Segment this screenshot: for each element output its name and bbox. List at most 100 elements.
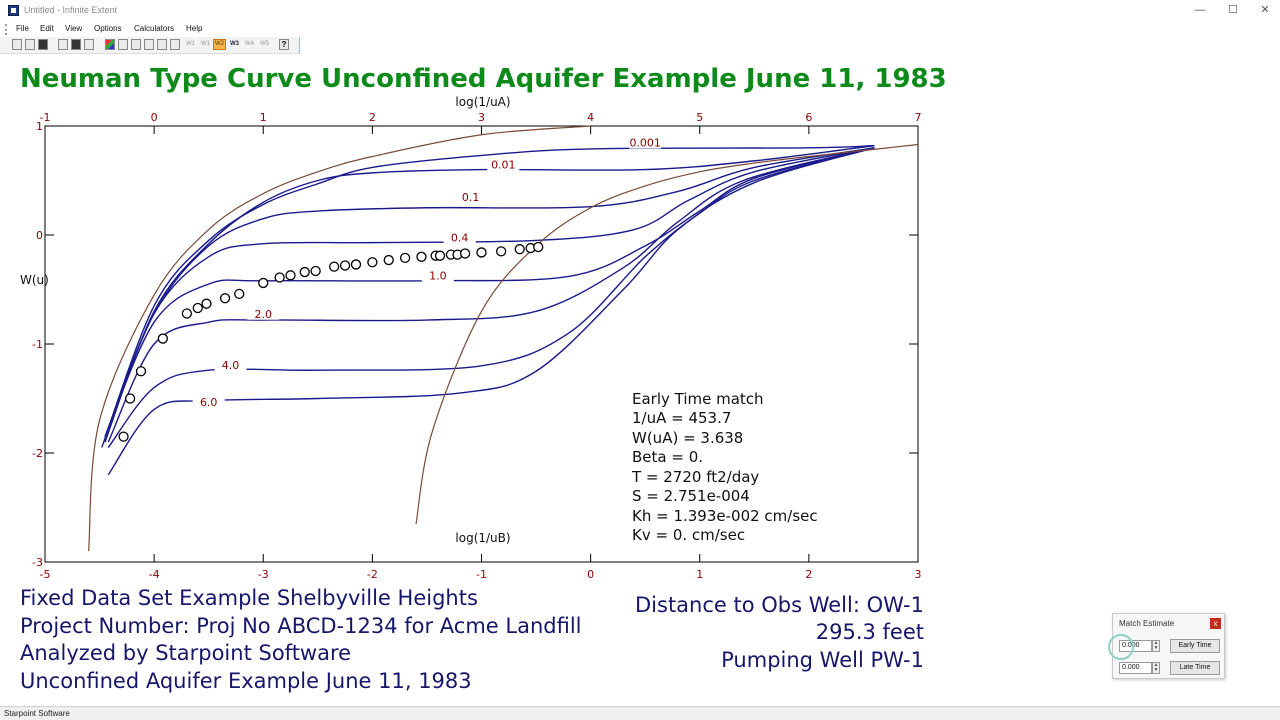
save-icon[interactable] [38,39,48,50]
match-info-line: Beta = 0. [632,448,704,466]
data-point [157,333,169,344]
footer-analyst: Analyzed by Starpoint Software [20,641,352,665]
toolbar-btn-w4[interactable]: W4 [245,41,254,47]
data-point [219,293,231,304]
early-time-spinner[interactable]: ▲ ▼ [1152,640,1160,652]
top-axis-tick-label: 2 [369,111,376,124]
type-curve-beta-0.1 [104,147,875,437]
y-axis-tick-label: -1 [32,338,43,351]
type-curve-beta-1.0 [104,147,875,437]
footer-obs-well: Distance to Obs Well: OW-1 [635,593,924,617]
curve-label-bg [192,396,225,409]
curve-label: 6.0 [200,396,218,409]
menu-edit[interactable]: Edit [40,24,54,33]
print-icon[interactable] [84,39,94,50]
spin-up-icon[interactable]: ▲ [1153,662,1159,668]
zoom-icon[interactable] [157,39,167,50]
menu-bar: File Edit View Options Calculators Help [0,22,1280,37]
curve-icon[interactable] [170,39,180,50]
late-time-button[interactable]: Late Time [1170,661,1220,675]
match-info-line: T = 2720 ft2/day [632,468,760,486]
match-info-line: 1/uA = 453.7 [632,409,732,427]
match-info-heading: Early Time match [632,390,764,408]
status-bar: Starpoint Software [0,706,1280,720]
top-axis-tick-label: 0 [151,111,158,124]
help-icon[interactable]: ? [279,39,289,50]
curve-label: 4.0 [222,359,240,372]
data-point [383,254,394,266]
color-icon[interactable] [105,39,115,50]
data-point [274,272,285,283]
data-point [399,252,411,264]
close-button[interactable]: ✕ [1260,4,1270,16]
curve-labels: 0.001 0.01 0.1 0.4 1.0 2.0 4.0 6.0 [192,136,662,409]
curve-label-bg [247,307,280,320]
menu-options[interactable]: Options [94,24,122,33]
curve-label: 0.1 [462,191,480,204]
toolbar-btn-w3[interactable]: W3 [230,41,239,47]
match-info-line: W(uA) = 3.638 [632,429,744,447]
data-point [476,247,487,258]
bottom-axis-tick-label: -1 [476,568,487,581]
minimize-button[interactable]: — [1194,4,1206,16]
menu-file[interactable]: File [16,24,29,33]
data-point [350,259,362,270]
toolbar-btn-w2[interactable]: W2 [213,39,226,50]
maximize-button[interactable]: ☐ [1228,4,1238,16]
pointer-icon[interactable] [118,39,128,50]
open-icon[interactable] [25,39,35,50]
grid-icon[interactable] [71,39,81,50]
footer-distance: 295.3 feet [815,620,924,644]
scale-icon[interactable] [131,39,141,50]
curve-label: 1.0 [429,270,447,283]
bottom-axis-tick-label: -2 [367,568,378,581]
data-point [124,393,136,404]
curve-label: 0.01 [491,158,516,171]
match-info-line: Kv = 0. cm/sec [632,526,746,544]
data-point [258,277,269,289]
data-point [329,261,340,272]
axis-ticks: -1 0 1 2 3 4 5 6 7 -5 -4 -3 -2 -1 0 1 2 3 1 0 -1 -2 -3 [32,111,921,581]
new-icon[interactable] [12,39,22,50]
late-time-spinner[interactable]: ▲ ▼ [1152,662,1160,674]
data-point [234,288,245,300]
bottom-axis-tick-label: -4 [149,568,160,581]
footer-project: Project Number: Proj No ABCD-1234 for Ac… [20,614,582,638]
observed-data-points [118,241,544,442]
spin-up-icon[interactable]: ▲ [1153,640,1159,646]
spin-down-icon[interactable]: ▼ [1153,667,1159,673]
curve-label: 0.4 [451,231,469,244]
data-point [339,260,351,271]
app-icon [8,5,19,16]
footer-description: Unconfined Aquifer Example June 11, 1983 [20,669,472,693]
type-curve-beta-2.0 [107,147,875,443]
type-curve-beta-6.0 [107,147,875,476]
bottom-axis-title: log(1/uB) [455,531,510,545]
select-icon[interactable] [58,39,68,50]
menu-help[interactable]: Help [186,24,203,33]
toolbar-btn-w1[interactable]: W1 [186,41,195,47]
top-axis-tick-label: 3 [478,111,485,124]
theis-curve [415,143,919,524]
match-estimate-close-button[interactable]: x [1210,618,1221,629]
toolbar-btn-w1b[interactable]: W1 [201,41,210,47]
footer-dataset: Fixed Data Set Example Shelbyville Heigh… [20,586,478,610]
toolbar-btn-w5[interactable]: W5 [260,41,269,47]
late-time-value-input[interactable]: 0.000 [1119,662,1152,674]
y-axis-tick-label: -2 [32,447,43,460]
data-point [285,270,296,281]
menu-view[interactable]: View [65,24,83,33]
spin-down-icon[interactable]: ▼ [1153,645,1159,651]
y-axis-title: W(u) [20,273,49,287]
title-bar: Untitled - Infinite Extent — ☐ ✕ [0,0,1280,22]
plot-workspace [0,55,1280,706]
bottom-axis-tick-label: -3 [258,568,269,581]
data-point [416,251,427,262]
data-point [201,298,212,309]
data-point [192,302,203,314]
early-time-button[interactable]: Early Time [1170,639,1220,653]
menu-calculators[interactable]: Calculators [134,24,175,33]
data-point [367,257,378,268]
table-icon[interactable] [144,39,154,50]
chart-title: Neuman Type Curve Unconfined Aquifer Exa… [20,64,947,94]
